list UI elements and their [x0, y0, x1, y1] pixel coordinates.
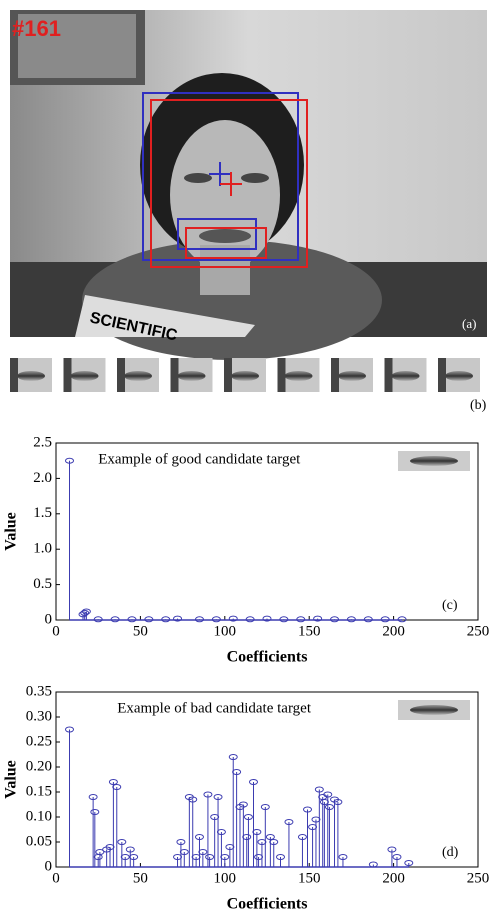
y-tick-label: 2.0 [33, 470, 52, 486]
candidate-crops [10, 358, 480, 392]
thumbnail-mouth [410, 705, 458, 715]
crop-shadow [224, 358, 232, 392]
annotation: Example of good candidate target [98, 451, 301, 467]
crop-mouth [445, 371, 473, 381]
y-tick-label: 0.30 [26, 708, 52, 724]
x-tick-label: 200 [382, 870, 405, 886]
y-tick-label: 0.20 [26, 758, 52, 774]
crop-shadow [331, 358, 339, 392]
y-tick-label: 0.5 [33, 576, 52, 592]
photo: SCIENTIFIC #161 (a) [10, 10, 487, 360]
frame-number: #161 [12, 16, 61, 41]
crop-shadow [438, 358, 446, 392]
y-tick-label: 0.25 [26, 733, 52, 749]
panel-label: (c) [442, 598, 458, 613]
x-tick-label: 200 [382, 623, 405, 639]
panel-label: (a) [462, 316, 476, 331]
y-axis-label: Value [3, 760, 20, 799]
crop-mouth [338, 371, 366, 381]
x-tick-label: 150 [298, 623, 321, 639]
crop-shadow [117, 358, 125, 392]
crop-mouth [71, 371, 99, 381]
crop-mouth [231, 371, 259, 381]
x-tick-label: 250 [467, 623, 490, 639]
crop-shadow [278, 358, 286, 392]
crop-shadow [171, 358, 179, 392]
x-tick-label: 150 [298, 870, 321, 886]
crop-shadow [385, 358, 393, 392]
figure: SCIENTIFIC #161 (a) (b) 0 0.5 1.0 1.5 2.0 2.5… [0, 0, 494, 914]
y-tick-label: 1.5 [33, 505, 52, 521]
y-tick-label: 2.5 [33, 434, 52, 450]
panel-label: (b) [470, 398, 487, 413]
y-tick-label: 0 [45, 858, 53, 874]
panel-label: (d) [442, 845, 459, 860]
crop-mouth [17, 371, 45, 381]
y-tick-label: 0.10 [26, 808, 52, 824]
thumbnail-mouth [410, 456, 458, 466]
x-tick-label: 100 [214, 870, 237, 886]
x-tick-label: 0 [52, 623, 60, 639]
y-tick-label: 1.0 [33, 541, 52, 557]
crop-mouth [392, 371, 420, 381]
crop-shadow [64, 358, 72, 392]
x-tick-label: 250 [467, 870, 490, 886]
y-tick-label: 0.15 [26, 783, 52, 799]
x-tick-label: 0 [52, 870, 60, 886]
y-tick-label: 0.05 [26, 833, 52, 849]
crop-mouth [285, 371, 313, 381]
x-tick-label: 50 [133, 623, 148, 639]
crop-mouth [124, 371, 152, 381]
x-tick-label: 50 [133, 870, 148, 886]
y-axis-label: Value [3, 512, 20, 551]
y-tick-label: 0 [45, 611, 53, 627]
x-axis-label: Coefficients [227, 649, 308, 666]
x-axis-label: Coefficients [227, 896, 308, 913]
annotation: Example of bad candidate target [117, 700, 312, 716]
y-tick-label: 0.35 [26, 683, 52, 699]
crop-mouth [178, 371, 206, 381]
crop-shadow [10, 358, 18, 392]
x-tick-label: 100 [214, 623, 237, 639]
